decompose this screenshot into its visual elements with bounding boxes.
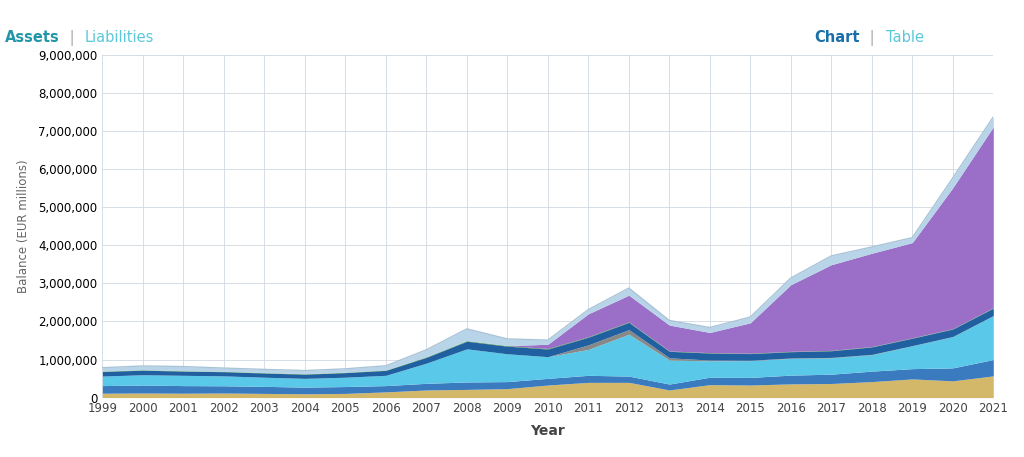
- Text: Liabilities: Liabilities: [85, 30, 155, 45]
- X-axis label: Year: Year: [530, 424, 565, 438]
- Text: |: |: [865, 30, 880, 46]
- Text: |: |: [65, 30, 79, 46]
- Text: Chart: Chart: [814, 30, 859, 45]
- Text: Assets: Assets: [5, 30, 59, 45]
- Y-axis label: Balance (EUR millions): Balance (EUR millions): [17, 159, 30, 293]
- Text: Table: Table: [886, 30, 924, 45]
